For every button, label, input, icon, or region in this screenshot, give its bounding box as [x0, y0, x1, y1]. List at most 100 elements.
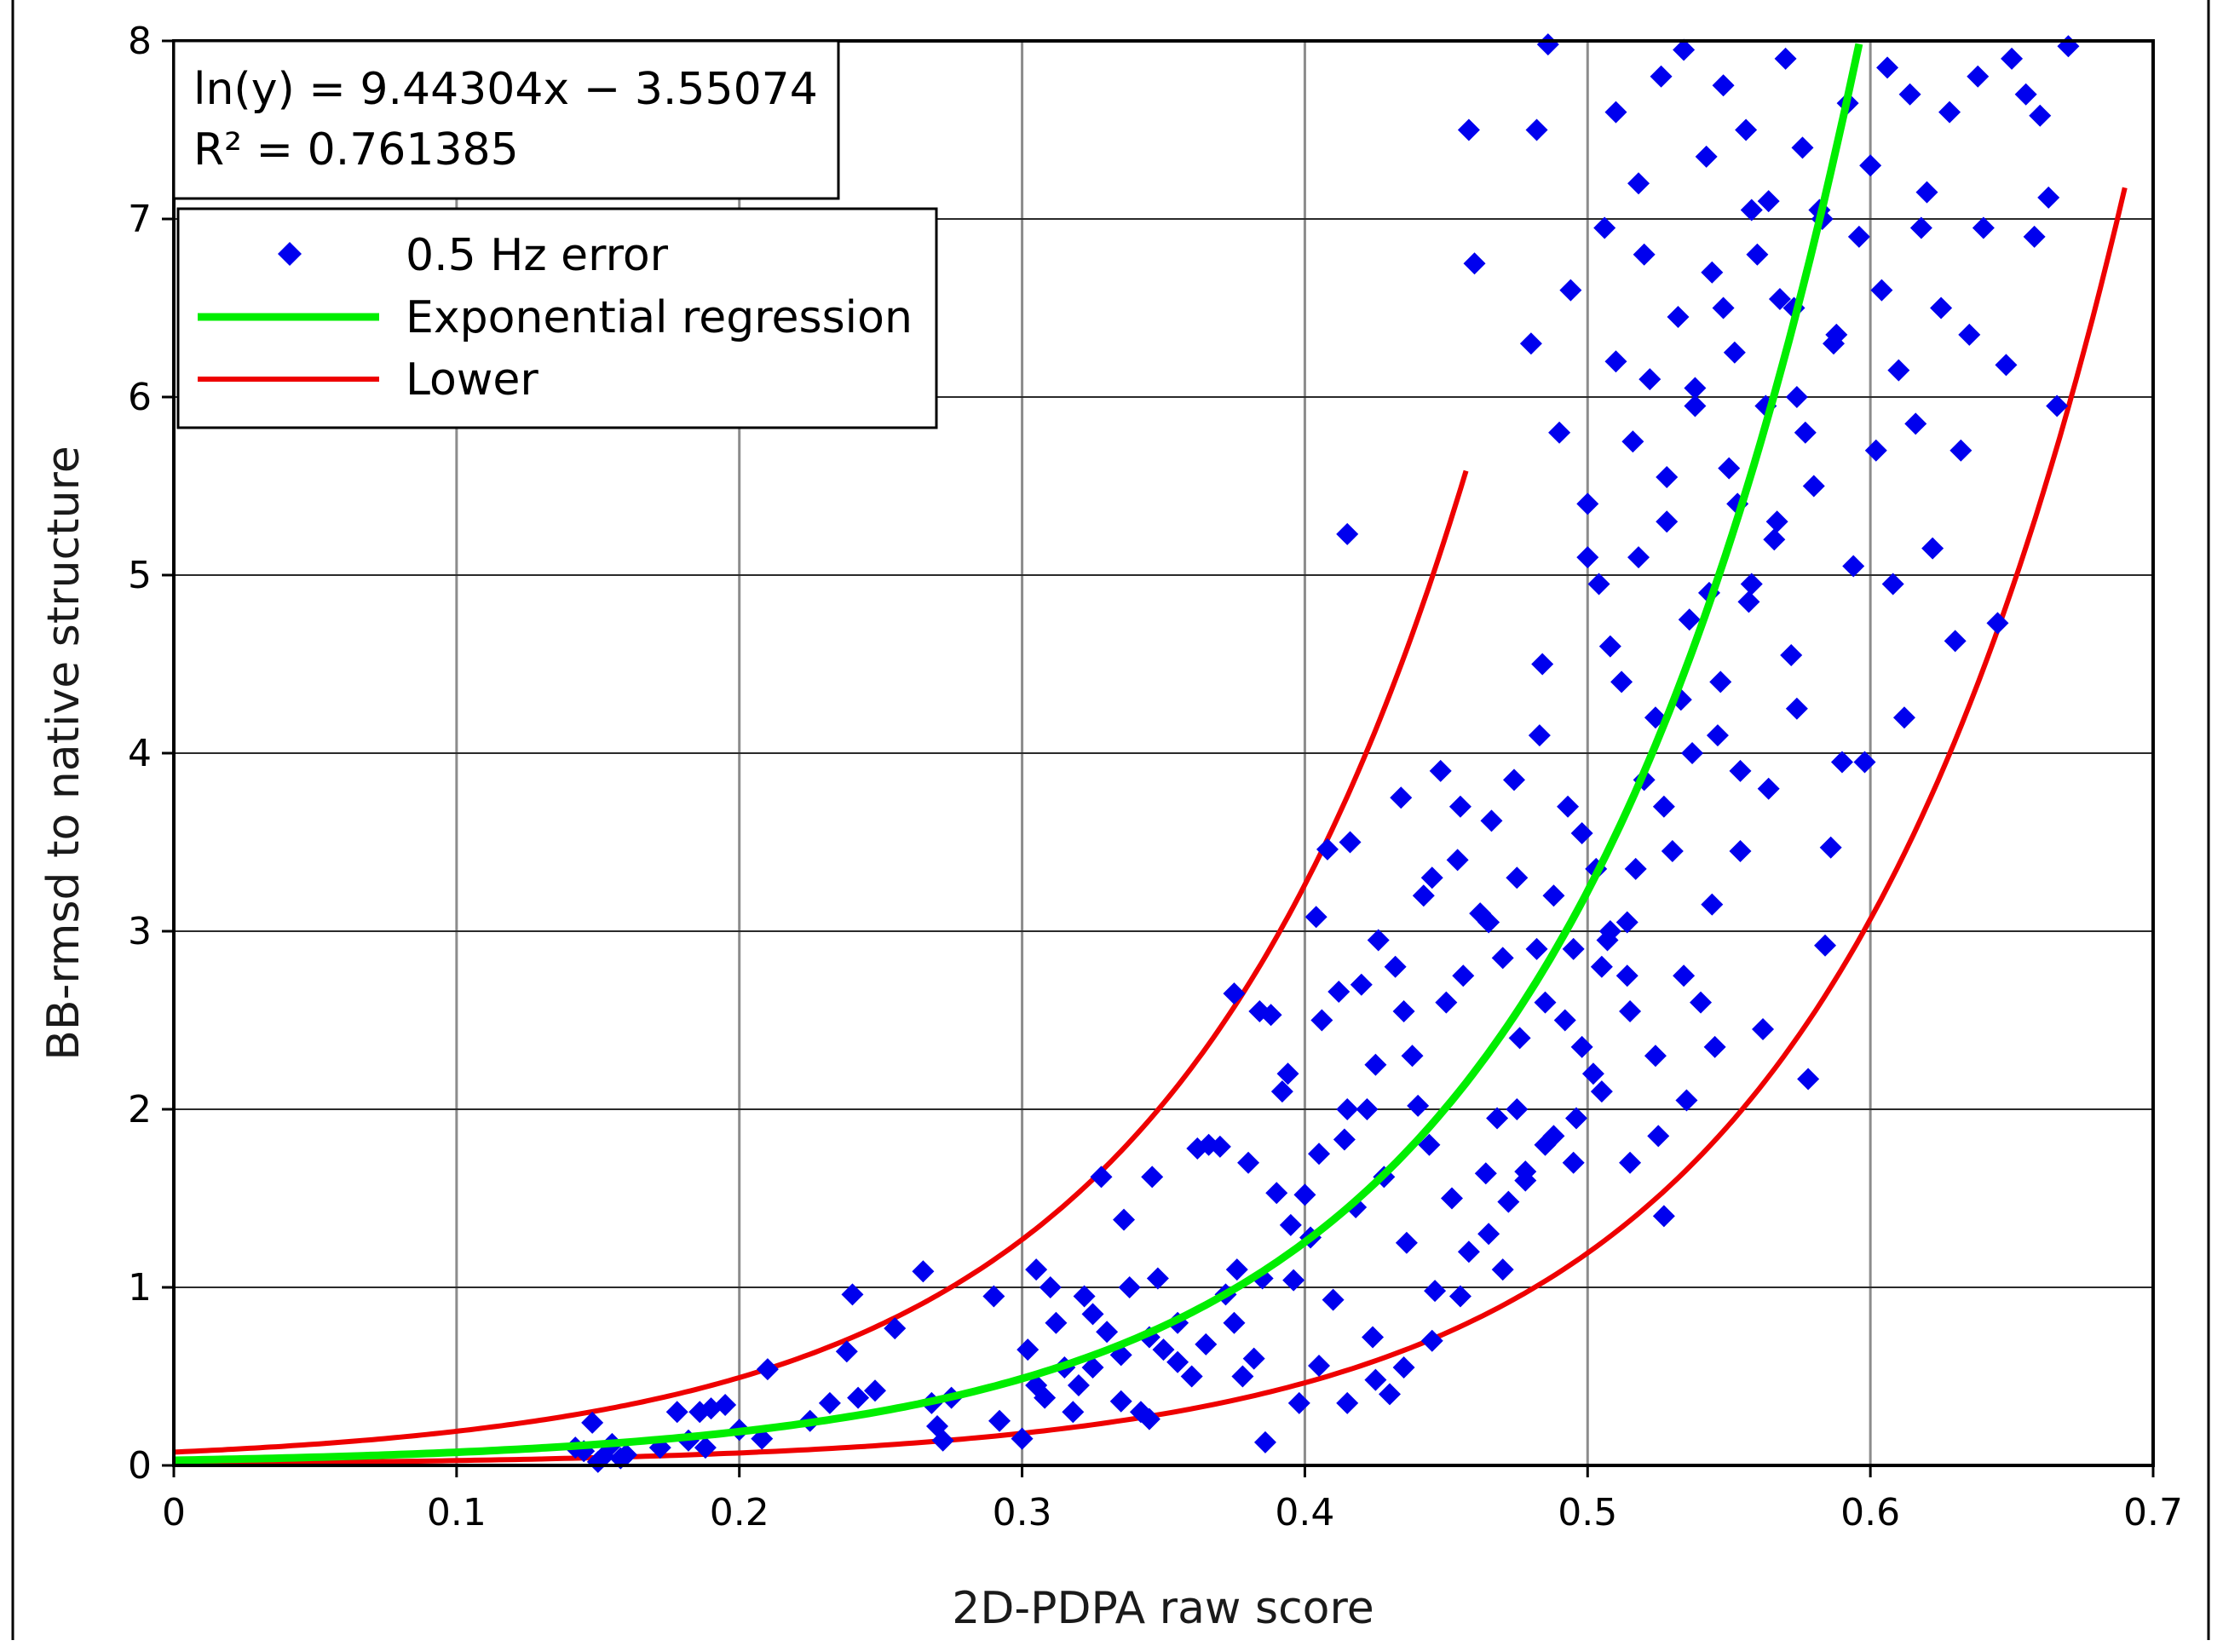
data-point	[1392, 1356, 1415, 1379]
legend-label-scatter: 0.5 Hz error	[406, 230, 669, 281]
data-point	[1729, 759, 1752, 782]
data-point	[1497, 1190, 1520, 1213]
data-point	[1915, 181, 1938, 204]
data-point	[1542, 1125, 1565, 1148]
data-point	[1195, 1333, 1218, 1356]
data-point	[988, 1409, 1011, 1432]
data-point	[1938, 101, 1961, 124]
data-point	[1909, 216, 1932, 239]
data-point	[1619, 1151, 1642, 1174]
data-point	[1644, 1045, 1667, 1068]
equation-text: ln(y) = 9.44304x − 3.55074	[193, 64, 818, 115]
data-point	[1949, 439, 1972, 462]
data-point	[1536, 33, 1559, 56]
data-point	[1615, 911, 1638, 934]
data-point	[1576, 492, 1599, 515]
data-point	[1673, 964, 1696, 987]
data-point	[1401, 1045, 1424, 1068]
data-point	[1656, 510, 1679, 533]
data-points	[173, 33, 2080, 1473]
data-point	[1073, 1285, 1096, 1308]
data-point	[1703, 1035, 1726, 1058]
data-point	[1842, 555, 1865, 578]
data-point	[1791, 136, 1814, 159]
data-point	[1690, 991, 1713, 1014]
legend-marker-scatter	[278, 242, 302, 266]
data-point	[1972, 216, 1995, 239]
data-point	[1279, 1213, 1302, 1236]
data-point	[1794, 421, 1817, 444]
data-point	[614, 1443, 637, 1466]
y-tick-label: 7	[128, 198, 152, 241]
data-point	[1137, 1407, 1160, 1430]
data-point	[1531, 653, 1554, 676]
data-point	[1823, 332, 1846, 355]
data-point	[1090, 1166, 1113, 1189]
data-point	[1652, 1205, 1675, 1228]
x-tick-label: 0.4	[1275, 1491, 1334, 1534]
data-point	[1709, 671, 1732, 694]
data-point	[1367, 929, 1390, 952]
data-point	[1684, 394, 1707, 417]
data-point	[1735, 118, 1758, 141]
data-point	[1681, 742, 1704, 764]
data-point	[1362, 1326, 1385, 1349]
data-point	[931, 1429, 954, 1452]
data-point	[1774, 47, 1797, 70]
data-point	[1892, 706, 1915, 729]
data-point	[1746, 243, 1769, 266]
x-tick-label: 0.6	[1840, 1491, 1900, 1534]
data-point	[1590, 955, 1613, 978]
data-point	[1802, 475, 1825, 498]
data-point	[1590, 1080, 1613, 1103]
data-point	[1452, 964, 1475, 987]
y-tick-label: 4	[128, 732, 152, 775]
data-point	[665, 1401, 688, 1424]
data-point	[1011, 1427, 1034, 1450]
data-point	[1528, 724, 1551, 747]
data-point	[1785, 386, 1808, 408]
data-point	[1557, 795, 1580, 818]
data-point	[2046, 394, 2069, 417]
data-point	[1604, 350, 1627, 373]
data-point	[1853, 751, 1876, 774]
data-point	[1448, 1285, 1471, 1308]
x-tick-label: 0.7	[2123, 1491, 2183, 1534]
data-point	[1333, 1128, 1356, 1151]
data-point	[1474, 1162, 1497, 1185]
data-point	[1712, 296, 1735, 319]
regression-curve	[173, 43, 1863, 1465]
data-point	[1921, 537, 1944, 560]
data-point	[1276, 1062, 1299, 1085]
data-point	[2037, 186, 2060, 209]
data-point	[1596, 929, 1619, 952]
data-point	[1650, 65, 1673, 88]
data-point	[1503, 768, 1526, 791]
data-point	[1930, 296, 1953, 319]
data-point	[1316, 838, 1339, 861]
data-point	[1424, 1280, 1447, 1303]
data-point	[1109, 1390, 1132, 1413]
data-point	[1797, 1068, 1820, 1091]
r-squared-text: R² = 0.761385	[193, 124, 519, 176]
data-point	[1610, 671, 1633, 694]
data-point	[1757, 190, 1780, 213]
data-point	[1166, 1350, 1189, 1373]
data-point	[1678, 608, 1701, 631]
data-point	[714, 1393, 737, 1416]
data-point	[1675, 1089, 1698, 1112]
data-point	[1706, 724, 1729, 747]
data-point	[1045, 1311, 1068, 1334]
data-point	[1350, 973, 1373, 996]
y-axis-title: BB-rmsd to native structure	[38, 446, 89, 1061]
data-point	[1519, 332, 1542, 355]
data-point	[1661, 839, 1684, 862]
data-point	[1480, 809, 1503, 832]
data-point	[1768, 288, 1791, 311]
data-point	[1647, 1125, 1670, 1148]
data-point	[1327, 981, 1351, 1004]
data-point	[1265, 1182, 1288, 1205]
data-point	[1457, 118, 1480, 141]
data-point	[1958, 323, 1981, 346]
